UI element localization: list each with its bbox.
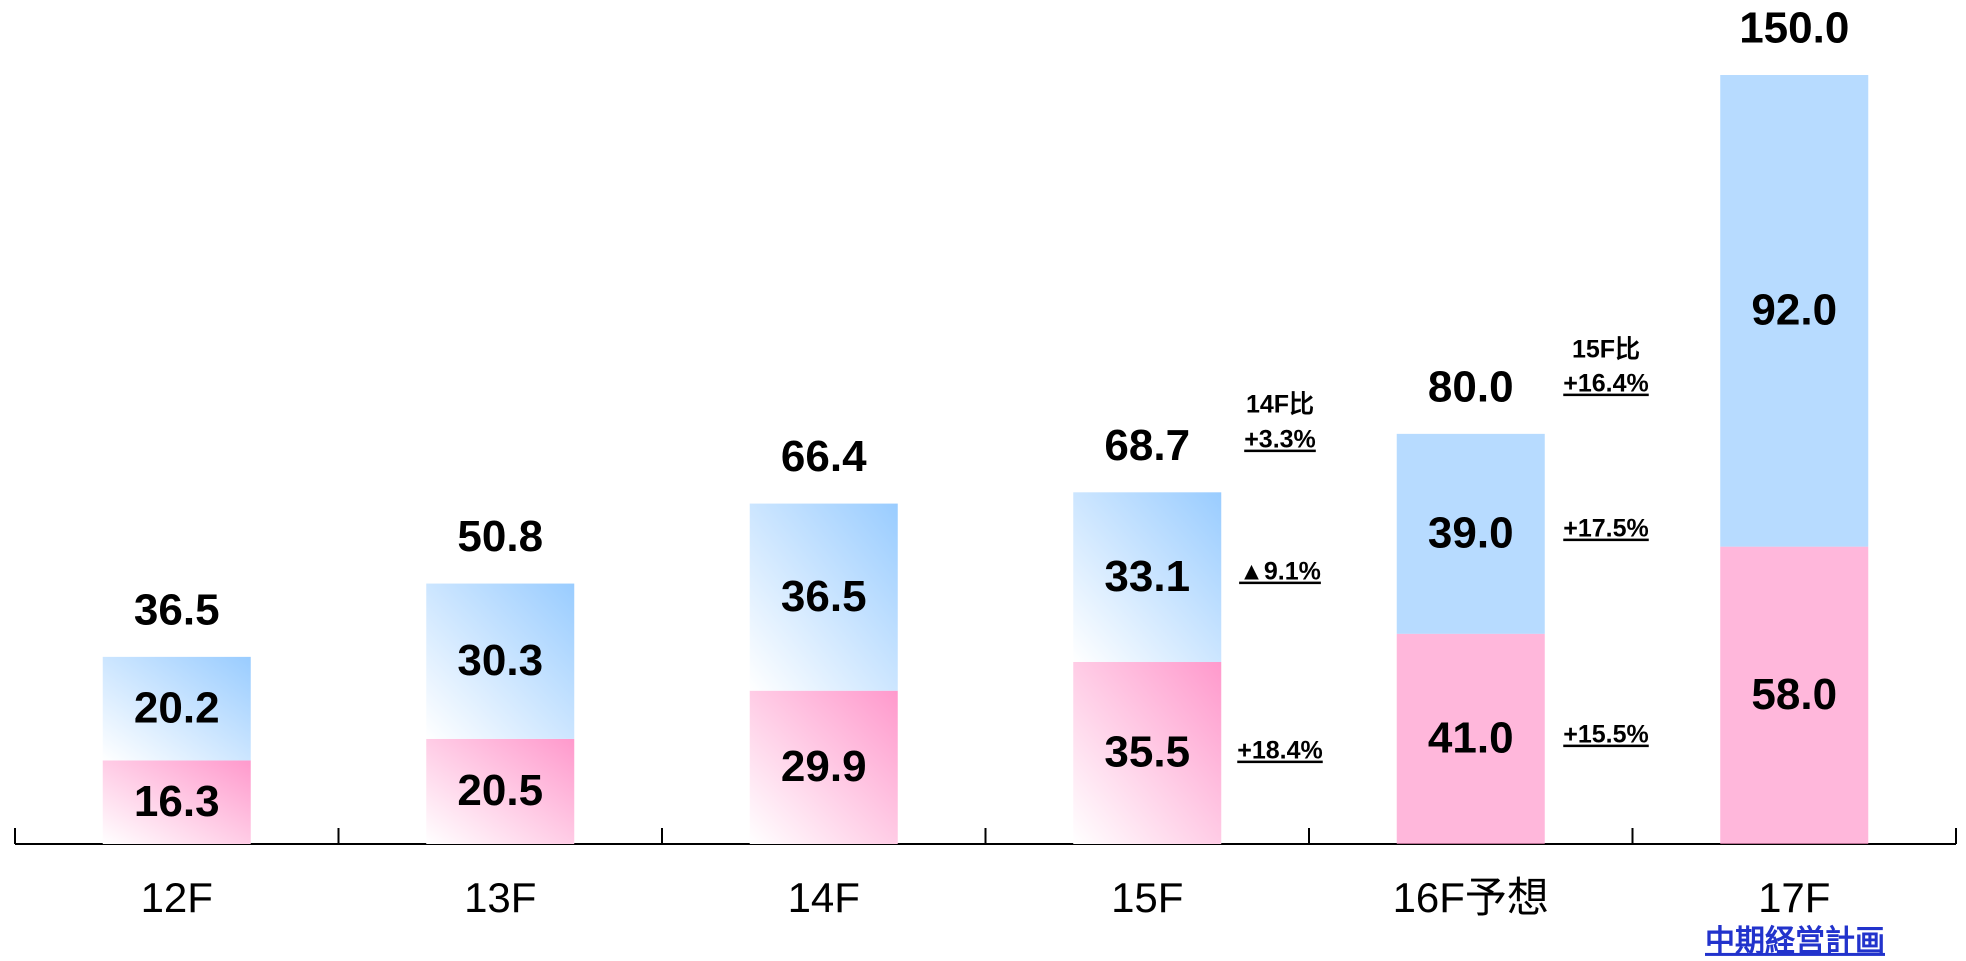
- x-tick-label: 13F: [464, 874, 536, 921]
- bar-segment: [1396, 633, 1545, 844]
- segment-label: 39.0: [1428, 508, 1514, 557]
- segment-label: 20.5: [457, 766, 543, 815]
- bar-segment: [102, 760, 251, 844]
- bar-segment: [1396, 433, 1545, 634]
- annotation: +18.4%: [1237, 737, 1323, 765]
- total-label: 150.0: [1739, 4, 1849, 53]
- bar-segment: [1073, 492, 1222, 663]
- annotation: +15.5%: [1563, 721, 1649, 749]
- bar-segment: [1720, 75, 1869, 547]
- annotation: +3.3%: [1244, 426, 1316, 454]
- annotation: ▲9.1%: [1239, 558, 1321, 586]
- segment-label: 35.5: [1104, 728, 1190, 777]
- segment-label: 29.9: [781, 742, 867, 791]
- segment-label: 92.0: [1751, 285, 1837, 334]
- total-label: 66.4: [781, 432, 867, 481]
- annotation: 15F比: [1572, 336, 1640, 364]
- annotation: 14F比: [1246, 391, 1314, 419]
- annotation: +17.5%: [1563, 515, 1649, 543]
- x-tick-label: 12F: [141, 874, 213, 921]
- bar-segment: [426, 583, 575, 739]
- total-label: 68.7: [1104, 421, 1190, 470]
- bar-segment: [1720, 546, 1869, 844]
- segment-label: 33.1: [1104, 552, 1190, 601]
- total-label: 50.8: [457, 512, 543, 561]
- segment-label: 16.3: [134, 777, 220, 826]
- segment-label: 41.0: [1428, 714, 1514, 763]
- total-label: 80.0: [1428, 362, 1514, 411]
- bar-segment: [102, 656, 251, 761]
- x-tick-label: 16F予想: [1393, 874, 1549, 921]
- segment-label: 30.3: [457, 636, 543, 685]
- segment-label: 36.5: [781, 572, 867, 621]
- annotation: 中期経営計画: [1705, 924, 1885, 958]
- x-tick-label: 17F: [1758, 874, 1830, 921]
- x-tick-label: 15F: [1111, 874, 1183, 921]
- segment-label: 20.2: [134, 683, 220, 732]
- x-tick-label: 14F: [788, 874, 860, 921]
- bar-segment: [749, 503, 898, 691]
- bar-segment: [1073, 662, 1222, 844]
- segment-label: 58.0: [1751, 670, 1837, 719]
- bar-segment: [749, 690, 898, 844]
- annotation: +16.4%: [1563, 370, 1649, 398]
- total-label: 36.5: [134, 586, 220, 635]
- bar-segment: [426, 738, 575, 844]
